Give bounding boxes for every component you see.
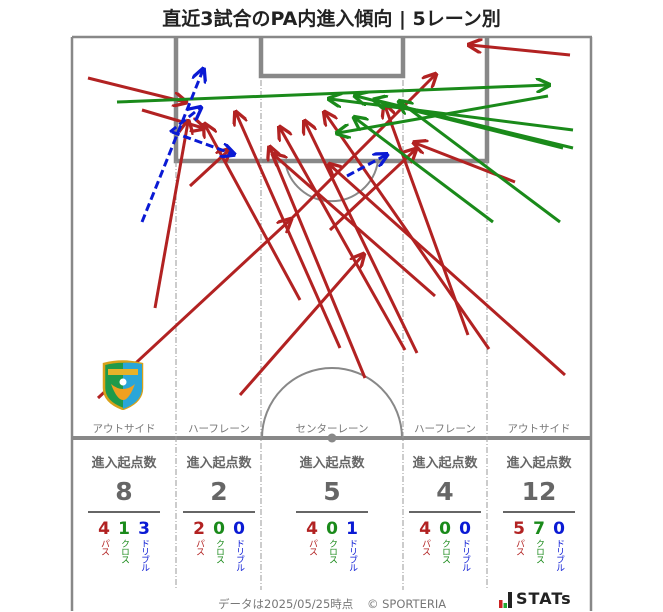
- footer-note: データは2025/05/25時点 © SPORTERIA: [218, 596, 446, 612]
- cross-label: クロス: [119, 539, 129, 563]
- team-crest-icon: [102, 360, 144, 410]
- brand-name: STATs: [516, 589, 572, 608]
- pass-arrow: [280, 128, 407, 351]
- lane-stats-left-outside: 進入起点数 8 4 パス 1 クロス 3 ドリブル: [76, 452, 172, 571]
- cross-label: クロス: [327, 539, 337, 563]
- pass-count: 2: [193, 519, 205, 539]
- lane-label-right-halfspace: ハーフレーン: [414, 423, 476, 435]
- stat-header: 進入起点数: [186, 456, 252, 471]
- lane-stats-center: 進入起点数 5 4 パス 0 クロス 1 ドリブル: [263, 452, 401, 571]
- lane-stats-left-halfspace: 進入起点数 2 2 パス 0 クロス 0 ドリブル: [178, 452, 260, 571]
- pass-arrow: [236, 113, 342, 349]
- pass-arrows: [87, 45, 571, 400]
- pass-arrow: [305, 122, 419, 354]
- dribble-count: 0: [233, 519, 245, 539]
- divider: [503, 511, 575, 513]
- divider: [409, 511, 481, 513]
- dribble-arrow: [140, 70, 203, 223]
- pass-count: 4: [419, 519, 431, 539]
- stat-header: 進入起点数: [412, 456, 478, 471]
- lane-stats-right-halfspace: 進入起点数 4 4 パス 0 クロス 0 ドリブル: [405, 452, 485, 571]
- dribble-label: ドリブル: [139, 539, 149, 571]
- copyright: © SPORTERIA: [366, 597, 447, 611]
- dribble-arrow: [171, 130, 233, 154]
- pass-arrow: [470, 45, 571, 57]
- lane-label-left-halfspace: ハーフレーン: [188, 423, 250, 435]
- cross-count: 0: [439, 519, 451, 539]
- pass-label: パス: [194, 539, 204, 555]
- stat-header: 進入起点数: [299, 456, 365, 471]
- pass-count: 5: [513, 519, 525, 539]
- divider: [183, 511, 255, 513]
- pass-arrow: [328, 150, 415, 232]
- cross-label: クロス: [214, 539, 224, 563]
- divider: [296, 511, 368, 513]
- page-title: 直近3試合のPA内進入傾向 | 5レーン別: [162, 8, 501, 30]
- pass-arrow: [274, 155, 436, 298]
- pass-label: パス: [420, 539, 430, 555]
- cross-count: 7: [533, 519, 545, 539]
- pass-label: パス: [307, 539, 317, 555]
- cross-label: クロス: [534, 539, 544, 563]
- pass-arrow: [270, 148, 367, 379]
- lane-stats-right-outside: 進入起点数 12 5 パス 7 クロス 0 ドリブル: [490, 452, 588, 571]
- pass-arrow: [153, 122, 188, 309]
- pass-label: パス: [99, 539, 109, 555]
- cross-count: 0: [326, 519, 338, 539]
- cross-arrow: [355, 118, 494, 224]
- cross-arrows: [116, 85, 574, 224]
- dribble-arrow: [169, 108, 200, 134]
- dribble-arrows: [140, 70, 386, 223]
- cross-count: 1: [118, 519, 130, 539]
- dribble-label: ドリブル: [554, 539, 564, 571]
- entry-total: 12: [521, 477, 557, 506]
- stats-logo: STATs: [499, 590, 572, 608]
- lane-label-left-outside: アウトサイド: [92, 423, 156, 435]
- pass-arrow: [325, 113, 491, 350]
- cross-label: クロス: [440, 539, 450, 563]
- dribble-count: 0: [459, 519, 471, 539]
- dribble-count: 0: [553, 519, 565, 539]
- pass-label: パス: [514, 539, 524, 555]
- dribble-arrow: [346, 155, 386, 178]
- entry-total: 5: [323, 477, 341, 506]
- date-note: データは2025/05/25時点: [218, 597, 354, 611]
- cross-count: 0: [213, 519, 225, 539]
- lane-label-right-outside: アウトサイド: [507, 423, 571, 435]
- bar-chart-icon: [499, 592, 512, 608]
- divider: [88, 511, 160, 513]
- lane-dividers: [175, 80, 488, 590]
- dribble-label: ドリブル: [234, 539, 244, 571]
- entry-total: 2: [210, 477, 228, 506]
- pass-arrow: [87, 76, 185, 102]
- stat-header: 進入起点数: [91, 456, 157, 471]
- lane-label-center: センターレーン: [295, 423, 369, 435]
- entry-total: 4: [436, 477, 454, 506]
- cross-arrow: [400, 102, 561, 224]
- pass-arrow: [330, 165, 566, 377]
- dribble-count: 1: [346, 519, 358, 539]
- pass-arrow: [238, 255, 363, 396]
- dribble-label: ドリブル: [460, 539, 470, 571]
- dribble-count: 3: [138, 519, 150, 539]
- pass-count: 4: [98, 519, 110, 539]
- stat-header: 進入起点数: [506, 456, 572, 471]
- pass-count: 4: [306, 519, 318, 539]
- dribble-label: ドリブル: [347, 539, 357, 571]
- entry-total: 8: [115, 477, 133, 506]
